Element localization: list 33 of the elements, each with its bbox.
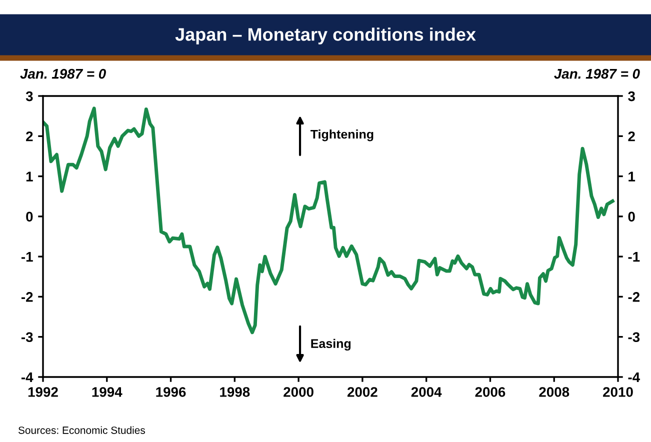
y-axis-title: Jan. 1987 = 0 bbox=[20, 68, 106, 79]
x-tick-label: 2006 bbox=[475, 387, 506, 397]
annotation: Tightening bbox=[310, 129, 374, 142]
y2-tick-label: 3 bbox=[628, 91, 635, 102]
y2-tick-label: -2 bbox=[628, 292, 640, 302]
y-tick-label: 1 bbox=[26, 172, 33, 182]
y2-tick-label: -4 bbox=[628, 372, 640, 382]
x-tick-label: 1994 bbox=[92, 387, 122, 397]
y-tick-label: -2 bbox=[21, 292, 33, 302]
annotation: Easing bbox=[311, 338, 351, 351]
x-tick-label: 1998 bbox=[220, 387, 250, 397]
y2-tick-label: 1 bbox=[628, 172, 636, 182]
x-tick-label: 1996 bbox=[156, 387, 186, 397]
y2-tick-label: 0 bbox=[628, 212, 635, 222]
source-note: Sources: Economic Studies bbox=[18, 426, 145, 434]
y-tick-label: 3 bbox=[26, 91, 33, 102]
y2-tick-label: -1 bbox=[628, 252, 640, 262]
x-tick-label: 2002 bbox=[347, 387, 378, 397]
y2-tick-label: -3 bbox=[628, 332, 640, 342]
chart-title: Japan – Monetary conditions index bbox=[175, 28, 476, 44]
y2-axis-title: Jan. 1987 = 0 bbox=[554, 68, 640, 79]
x-tick-label: 1992 bbox=[28, 387, 58, 397]
x-tick-label: 2004 bbox=[411, 387, 442, 397]
x-tick-label: 2010 bbox=[603, 387, 633, 397]
y-tick-label: -4 bbox=[21, 372, 34, 382]
y-tick-label: 2 bbox=[26, 131, 33, 142]
line-series bbox=[43, 106, 614, 334]
x-tick-label: 2008 bbox=[539, 387, 570, 397]
y-tick-label: 0 bbox=[26, 212, 33, 222]
y2-tick-label: 2 bbox=[628, 131, 635, 142]
y-tick-label: -1 bbox=[21, 252, 33, 262]
y-tick-label: -3 bbox=[21, 332, 33, 342]
x-tick-label: 2000 bbox=[284, 387, 314, 397]
